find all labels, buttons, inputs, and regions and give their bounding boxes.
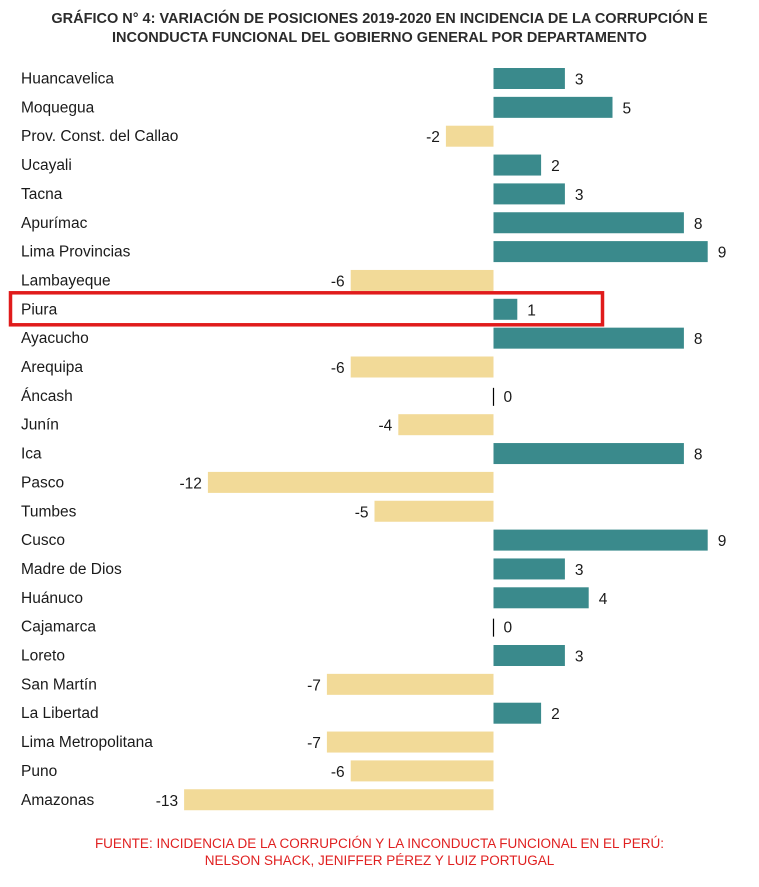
bar-cusco	[493, 529, 708, 551]
category-label-amazonas: Amazonas	[21, 792, 94, 809]
category-label-piura: Piura	[21, 301, 58, 318]
bar-la-libertad	[493, 702, 542, 724]
bar-prov-const-del-callao	[445, 125, 494, 147]
category-label-madre-de-dios: Madre de Dios	[21, 561, 122, 578]
category-label-ancash: Áncash	[21, 388, 73, 405]
category-label-junin: Junín	[21, 417, 59, 434]
bar-arequipa	[350, 356, 494, 378]
value-label-piura: 1	[527, 302, 536, 319]
category-label-apurimac: Apurímac	[21, 215, 88, 232]
category-label-puno: Puno	[21, 763, 57, 780]
category-label-tacna: Tacna	[21, 186, 63, 203]
chart-title-line-2: INCONDUCTA FUNCIONAL DEL GOBIERNO GENERA…	[112, 30, 647, 46]
bar-lambayeque	[350, 269, 494, 291]
category-label-huancavelica: Huancavelica	[21, 71, 114, 88]
bar-madre-de-dios	[493, 558, 565, 580]
bar-pasco	[207, 471, 494, 493]
category-label-moquegua: Moquegua	[21, 99, 95, 116]
category-label-prov-const-del-callao: Prov. Const. del Callao	[21, 128, 178, 145]
bar-puno	[350, 760, 494, 782]
bar-huanuco	[493, 587, 589, 609]
bar-ayacucho	[493, 327, 684, 349]
value-label-huanuco: 4	[599, 591, 608, 608]
value-label-tacna: 3	[575, 187, 584, 204]
value-label-pasco: -12	[179, 475, 201, 492]
value-label-madre-de-dios: 3	[575, 562, 584, 579]
value-label-lambayeque: -6	[331, 273, 345, 290]
value-label-apurimac: 8	[694, 216, 703, 233]
value-label-prov-const-del-callao: -2	[426, 129, 440, 146]
value-label-ucayali: 2	[551, 158, 560, 175]
value-label-lima-metropolitana: -7	[307, 735, 321, 752]
category-label-huanuco: Huánuco	[21, 590, 83, 607]
source-line-1: FUENTE: INCIDENCIA DE LA CORRUPCIÓN Y LA…	[94, 836, 665, 851]
chart-title-line-1: GRÁFICO N° 4: VARIACIÓN DE POSICIONES 20…	[51, 11, 708, 27]
category-label-tumbes: Tumbes	[21, 503, 77, 520]
value-label-cajamarca: 0	[504, 620, 513, 637]
category-label-san-martin: San Martín	[21, 676, 97, 693]
source-line-2: NELSON SHACK, JENIFFER PÉREZ Y LUIZ PORT…	[204, 853, 555, 868]
value-label-moquegua: 5	[623, 100, 632, 117]
value-label-cusco: 9	[718, 533, 727, 550]
bar-moquegua	[493, 96, 613, 118]
bar-huancavelica	[493, 68, 565, 89]
category-label-la-libertad: La Libertad	[21, 705, 99, 722]
value-label-loreto: 3	[575, 649, 584, 666]
bar-piura	[493, 298, 518, 320]
value-label-ancash: 0	[504, 389, 513, 406]
category-label-pasco: Pasco	[21, 474, 64, 491]
bar-tacna	[493, 183, 565, 205]
bar-lima-provincias	[493, 241, 708, 263]
category-label-arequipa: Arequipa	[21, 359, 83, 376]
value-label-amazonas: -13	[156, 793, 178, 810]
value-label-tumbes: -5	[355, 504, 369, 521]
bar-lima-metropolitana	[326, 731, 494, 753]
value-label-junin: -4	[379, 418, 393, 435]
bar-apurimac	[493, 212, 684, 234]
value-label-ayacucho: 8	[694, 331, 703, 348]
value-label-arequipa: -6	[331, 360, 345, 377]
bar-amazonas	[184, 789, 494, 811]
bar-loreto	[493, 645, 565, 666]
value-label-huancavelica: 3	[575, 72, 584, 89]
value-label-puno: -6	[331, 764, 345, 781]
bar-san-martin	[326, 673, 494, 695]
value-label-lima-provincias: 9	[718, 245, 727, 262]
category-label-ayacucho: Ayacucho	[21, 330, 89, 347]
category-label-lima-provincias: Lima Provincias	[21, 244, 131, 261]
highlight-box-piura	[8, 291, 605, 327]
bar-junin	[398, 414, 494, 436]
value-label-san-martin: -7	[307, 677, 321, 694]
bar-ucayali	[493, 154, 542, 176]
value-label-la-libertad: 2	[551, 706, 560, 723]
chart-title: GRÁFICO N° 4: VARIACIÓN DE POSICIONES 20…	[0, 10, 759, 48]
category-label-cajamarca: Cajamarca	[21, 619, 96, 636]
category-label-ica: Ica	[21, 446, 42, 463]
value-label-ica: 8	[694, 447, 703, 464]
category-label-ucayali: Ucayali	[21, 157, 72, 174]
bar-ica	[493, 443, 684, 465]
category-label-lima-metropolitana: Lima Metropolitana	[21, 734, 153, 751]
category-label-lambayeque: Lambayeque	[21, 272, 111, 289]
category-label-cusco: Cusco	[21, 532, 65, 549]
category-label-loreto: Loreto	[21, 648, 65, 665]
bar-tumbes	[374, 500, 494, 522]
source-note: FUENTE: INCIDENCIA DE LA CORRUPCIÓN Y LA…	[0, 835, 759, 869]
